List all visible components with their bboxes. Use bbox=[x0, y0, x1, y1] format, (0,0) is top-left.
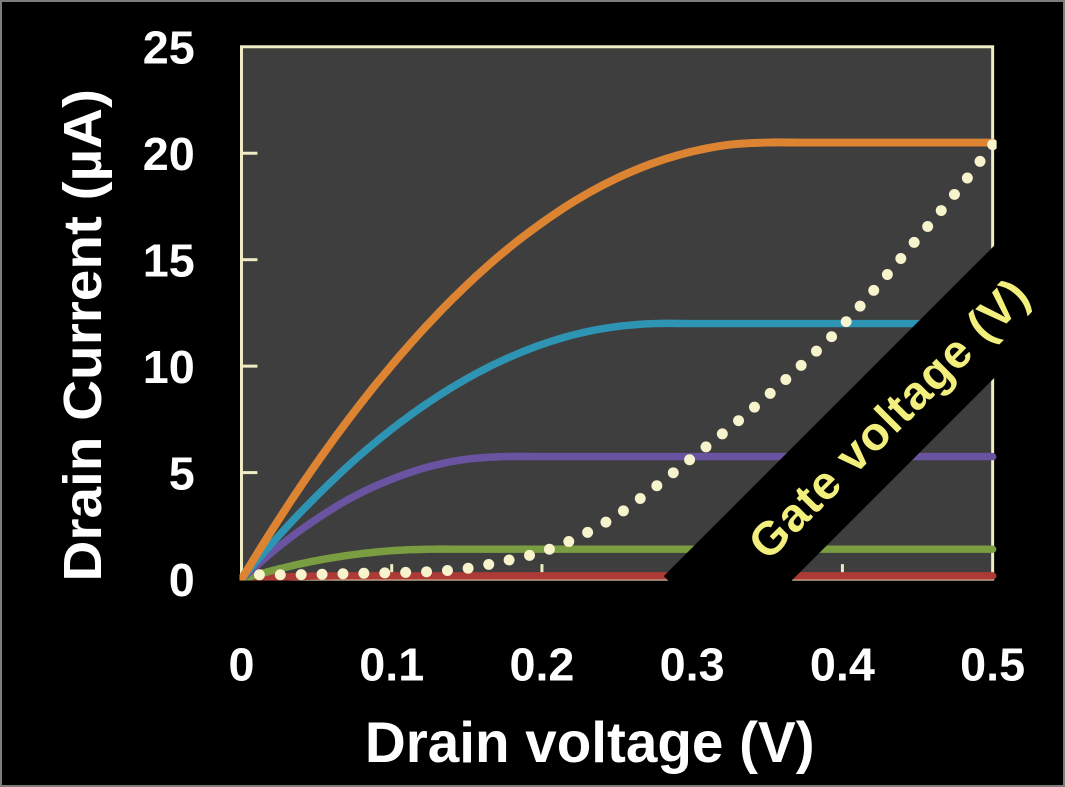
transfer-dot bbox=[316, 568, 328, 580]
transfer-dot bbox=[617, 505, 629, 517]
transfer-dot bbox=[337, 568, 349, 580]
transfer-dot bbox=[700, 441, 712, 453]
x-tick-label: 0.1 bbox=[359, 639, 424, 691]
y-tick-label: 5 bbox=[169, 448, 195, 500]
transfer-dot bbox=[462, 562, 474, 574]
transfer-dot bbox=[295, 569, 307, 581]
transfer-dot bbox=[582, 526, 594, 538]
output-curve-green bbox=[239, 545, 997, 581]
transfer-dot bbox=[379, 567, 391, 579]
transfer-dot bbox=[895, 253, 907, 264]
y-axis-title: Drain Current (µA) bbox=[53, 89, 113, 581]
transfer-dot bbox=[935, 205, 947, 217]
transfer-dot bbox=[684, 454, 696, 466]
transfer-dot bbox=[922, 220, 934, 232]
transfer-dot bbox=[634, 492, 646, 504]
transfer-dot bbox=[524, 549, 535, 561]
transfer-dot bbox=[961, 172, 973, 184]
y-tick-label: 0 bbox=[169, 554, 195, 606]
transfer-dot bbox=[358, 567, 370, 579]
transfer-dot bbox=[840, 316, 852, 328]
x-tick-label: 0.4 bbox=[810, 639, 875, 691]
output-curve-orange bbox=[239, 138, 997, 581]
transfer-dot bbox=[503, 554, 515, 566]
transfer-dot bbox=[948, 188, 960, 200]
y-tick-label: 20 bbox=[143, 128, 195, 180]
transfer-dot bbox=[974, 155, 986, 167]
x-tick-label: 0.3 bbox=[660, 639, 725, 691]
x-axis-title: Drain voltage (V) bbox=[365, 711, 815, 775]
y-tick-labels: 0 5 10 15 20 25 bbox=[143, 22, 195, 606]
transfer-dot bbox=[543, 543, 555, 555]
transfer-dot bbox=[563, 535, 575, 547]
x-tick-label: 0.5 bbox=[960, 639, 1025, 691]
transfer-dot bbox=[667, 467, 679, 479]
transfer-dot bbox=[274, 569, 286, 581]
transfer-dot bbox=[253, 569, 265, 581]
transfer-dot bbox=[716, 428, 728, 440]
x-tick-label: 0 bbox=[228, 639, 254, 691]
x-tick-labels: 0 0.1 0.2 0.3 0.4 0.5 bbox=[228, 639, 1025, 691]
x-tick-label: 0.2 bbox=[509, 639, 574, 691]
output-curve-teal bbox=[239, 319, 997, 581]
transfer-dot bbox=[780, 373, 792, 385]
transfer-dot bbox=[748, 401, 760, 413]
banner-band bbox=[663, 193, 1063, 643]
transfer-dot bbox=[908, 236, 920, 248]
y-tick-label: 25 bbox=[143, 22, 195, 74]
transfer-dot bbox=[868, 284, 880, 296]
y-tick-label: 15 bbox=[143, 235, 195, 287]
transfer-dot bbox=[810, 345, 822, 357]
transfer-dot bbox=[421, 566, 433, 578]
transfer-dot bbox=[400, 566, 412, 578]
transfer-dot bbox=[651, 480, 663, 492]
dotted-transfer-series bbox=[253, 139, 997, 581]
transfer-dot bbox=[854, 300, 866, 312]
transfer-dot bbox=[483, 558, 495, 570]
output-curve-red bbox=[239, 572, 997, 581]
transfer-dot bbox=[826, 331, 838, 343]
transfer-dot bbox=[441, 565, 453, 576]
transfer-dot bbox=[733, 415, 745, 427]
y-tick-label: 10 bbox=[143, 341, 195, 393]
transfer-dot bbox=[987, 139, 997, 151]
transfer-dot bbox=[600, 516, 612, 528]
transfer-dot bbox=[795, 359, 807, 371]
transfer-dot bbox=[881, 269, 893, 280]
transfer-dot bbox=[764, 387, 776, 399]
